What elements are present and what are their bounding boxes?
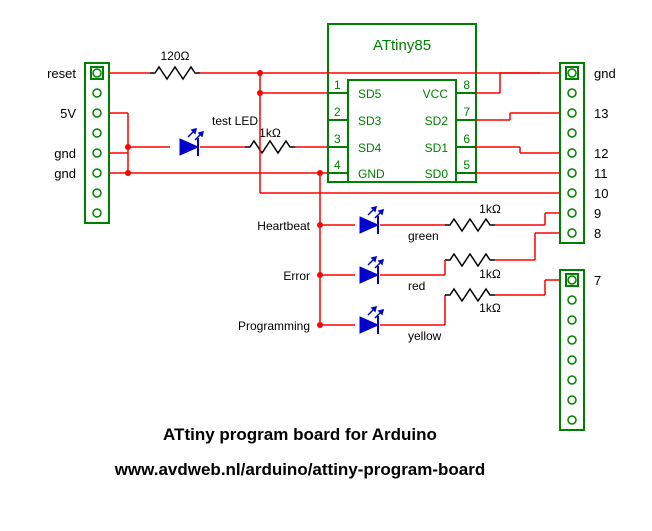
label-gnd1: gnd [54,146,76,161]
rlabel-12: 12 [594,146,608,161]
caption-line1: ATtiny program board for Arduino [163,425,437,444]
resistor-1k-prog [445,289,495,301]
pn5: 5 [463,158,470,172]
rlabel-10: 10 [594,186,608,201]
label-5v: 5V [60,106,76,121]
left-header [85,63,109,223]
resistor-120 [150,67,200,79]
caption-line2: www.avdweb.nl/arduino/attiny-program-boa… [114,460,486,479]
pn1: 1 [334,78,341,92]
test-led-icon [180,129,203,156]
rlabel-7: 7 [594,273,601,288]
pr4: SD0 [425,167,449,181]
pr2: SD2 [425,114,449,128]
rlabel-gnd: gnd [594,66,616,81]
err-label: Error [283,269,310,283]
pl2: SD3 [358,114,382,128]
pn6: 6 [463,132,470,146]
pl1: SD5 [358,87,382,101]
pl4: GND [358,167,385,181]
prog-color: yellow [408,329,442,343]
r1k-err: 1kΩ [479,267,501,281]
pn3: 3 [334,132,341,146]
rlabel-11: 11 [594,166,608,181]
err-color: red [408,279,425,293]
label-reset: reset [47,66,76,81]
r1k-prog: 1kΩ [479,301,501,315]
prog-label: Programming [238,319,310,333]
chip-name: ATtiny85 [373,37,431,54]
label-gnd2: gnd [54,166,76,181]
resistor-1k-test [245,141,295,153]
error-led-icon [360,257,383,284]
pn2: 2 [334,105,341,119]
pr3: SD1 [425,141,449,155]
pn8: 8 [463,78,470,92]
heartbeat-led-icon [360,207,383,234]
resistor-1k-err [445,254,495,266]
pl3: SD4 [358,141,382,155]
r1k-test-label: 1kΩ [259,126,281,140]
chip-attiny85: ATtiny85 [328,24,476,182]
pn4: 4 [334,158,341,172]
hb-color: green [408,229,439,243]
pr1: VCC [423,87,449,101]
rlabel-13: 13 [594,106,608,121]
test-led-label: test LED [212,114,258,128]
r1k-hb: 1kΩ [479,202,501,216]
hb-label: Heartbeat [257,219,310,233]
rlabel-9: 9 [594,206,601,221]
pn7: 7 [463,105,470,119]
rlabel-8: 8 [594,226,601,241]
right-header-bottom [560,270,584,430]
resistor-1k-hb [445,219,495,231]
programming-led-icon [360,307,383,334]
right-header-top [560,63,584,243]
r120-label: 120Ω [161,49,190,63]
